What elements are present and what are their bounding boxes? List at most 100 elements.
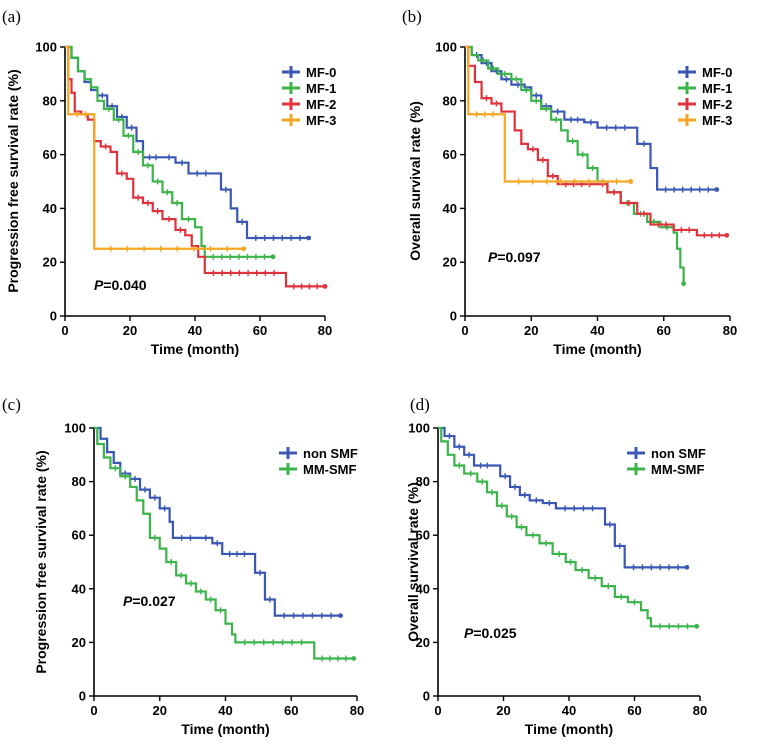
series-end-point xyxy=(628,179,634,184)
x-tick-label: 40 xyxy=(188,323,202,338)
y-tick-label: 60 xyxy=(72,528,86,543)
x-tick-label: 20 xyxy=(524,323,538,338)
series-end-point xyxy=(694,623,700,629)
y-tick-label: 100 xyxy=(435,40,457,55)
legend-entry: MF-3 xyxy=(306,113,336,128)
y-tick-label: 100 xyxy=(64,421,86,436)
series-end-point xyxy=(270,254,276,260)
p-value: =0.040 xyxy=(103,277,146,293)
y-tick-label: 20 xyxy=(43,255,57,270)
x-tick-label: 80 xyxy=(723,323,737,338)
panel-c: (c) 0 20 40 60 80 100 0 20 40 60 80 Time (month) Prog… xyxy=(2,395,364,737)
y-tick-label: 60 xyxy=(416,528,430,543)
y-tick-label: 0 xyxy=(79,689,86,704)
series-line-mf-2 xyxy=(465,45,727,237)
x-tick-label: 0 xyxy=(61,323,68,338)
y-tick-label: 20 xyxy=(416,635,430,650)
y-axis-title: Overall survival rate (%) xyxy=(407,101,423,261)
x-tick-label: 20 xyxy=(123,323,137,338)
panel-b: (b) 0 20 40 60 80 100 0 20 40 60 80 Time (month) Over… xyxy=(402,7,737,357)
legend-entry: MF-1 xyxy=(702,81,732,96)
x-axis-title: Time (month) xyxy=(151,341,239,357)
legend-entry: MF-1 xyxy=(306,81,336,96)
panel-d: (d) 0 20 40 60 80 100 0 20 40 60 80 Time (month) Over… xyxy=(405,395,707,737)
series-line-mf-1 xyxy=(465,45,685,284)
p-value: =0.025 xyxy=(473,625,516,641)
x-tick-label: 60 xyxy=(253,323,267,338)
x-tick-label: 40 xyxy=(218,703,232,718)
panel-label: (d) xyxy=(410,395,430,414)
legend-entry: MM-SMF xyxy=(651,462,704,477)
series-end-point xyxy=(351,656,357,661)
y-tick-label: 60 xyxy=(43,147,57,162)
p-symbol: P xyxy=(94,277,104,293)
x-tick-label: 20 xyxy=(153,703,167,718)
legend-entry: MM-SMF xyxy=(303,462,356,477)
p-value-annotation: P=0.025 xyxy=(464,625,517,641)
series-line-mf-2 xyxy=(65,45,325,288)
x-tick-label: 40 xyxy=(562,703,576,718)
series-line-mm-smf xyxy=(94,426,354,660)
legend-entry: non SMF xyxy=(303,446,358,461)
x-tick-label: 60 xyxy=(627,703,641,718)
x-tick-label: 60 xyxy=(657,323,671,338)
series-line-mm-smf xyxy=(438,426,697,628)
series-end-point xyxy=(338,613,343,618)
legend-entry: MF-0 xyxy=(306,65,336,80)
y-axis-title: Progression free survival rate (%) xyxy=(5,69,21,292)
series-end-point xyxy=(681,281,687,287)
y-tick-label: 40 xyxy=(72,581,86,596)
y-tick-label: 40 xyxy=(443,201,457,216)
p-value-annotation: P=0.027 xyxy=(123,593,176,609)
y-tick-label: 80 xyxy=(443,93,457,108)
y-tick-label: 40 xyxy=(43,201,57,216)
y-axis-title: Overall survival rate (%) xyxy=(405,482,421,642)
x-tick-label: 0 xyxy=(434,703,441,718)
y-tick-label: 0 xyxy=(50,309,57,324)
legend-entry: MF-3 xyxy=(702,113,732,128)
x-tick-label: 0 xyxy=(90,703,97,718)
p-symbol: P xyxy=(464,625,474,641)
y-tick-label: 60 xyxy=(443,147,457,162)
legend-entry: non SMF xyxy=(651,446,706,461)
x-tick-label: 80 xyxy=(693,703,707,718)
y-axis-title: Progression free survival rate (%) xyxy=(33,450,49,673)
p-value-annotation: P=0.040 xyxy=(94,277,147,293)
x-axis-title: Time (month) xyxy=(181,721,269,737)
y-tick-label: 80 xyxy=(43,93,57,108)
p-value-annotation: P=0.097 xyxy=(488,249,541,265)
series-end-point xyxy=(306,235,312,241)
panel-label: (a) xyxy=(2,7,21,26)
panel-label: (c) xyxy=(2,395,21,414)
x-tick-label: 80 xyxy=(350,703,364,718)
x-tick-label: 0 xyxy=(461,323,468,338)
series-end-point xyxy=(714,187,720,192)
y-tick-label: 100 xyxy=(35,40,57,55)
y-tick-label: 40 xyxy=(416,581,430,596)
p-value: =0.027 xyxy=(132,593,175,609)
y-tick-label: 80 xyxy=(72,474,86,489)
x-axis-title: Time (month) xyxy=(553,341,641,357)
series-end-point xyxy=(322,284,328,289)
x-axis-title: Time (month) xyxy=(525,721,613,737)
legend-entry: MF-0 xyxy=(702,65,732,80)
y-tick-label: 80 xyxy=(416,474,430,489)
p-value: =0.097 xyxy=(497,249,540,265)
x-tick-label: 40 xyxy=(590,323,604,338)
legend-entry: MF-2 xyxy=(306,97,336,112)
series-line-mf-3 xyxy=(65,45,244,250)
x-tick-label: 80 xyxy=(318,323,332,338)
series-line-mf-3 xyxy=(465,45,631,183)
series-end-point xyxy=(241,246,247,252)
series-line-mf-1 xyxy=(65,45,273,258)
y-tick-label: 0 xyxy=(450,309,457,324)
y-tick-label: 20 xyxy=(443,255,457,270)
series-end-point xyxy=(724,232,730,238)
panel-a: (a) 0 20 40 60 80 100 0 20 40 60 80 Time (month) Prog… xyxy=(2,7,336,357)
y-tick-label: 0 xyxy=(423,689,430,704)
y-tick-label: 20 xyxy=(72,635,86,650)
panel-label: (b) xyxy=(402,7,422,26)
legend-entry: MF-2 xyxy=(702,97,732,112)
x-tick-label: 60 xyxy=(284,703,298,718)
